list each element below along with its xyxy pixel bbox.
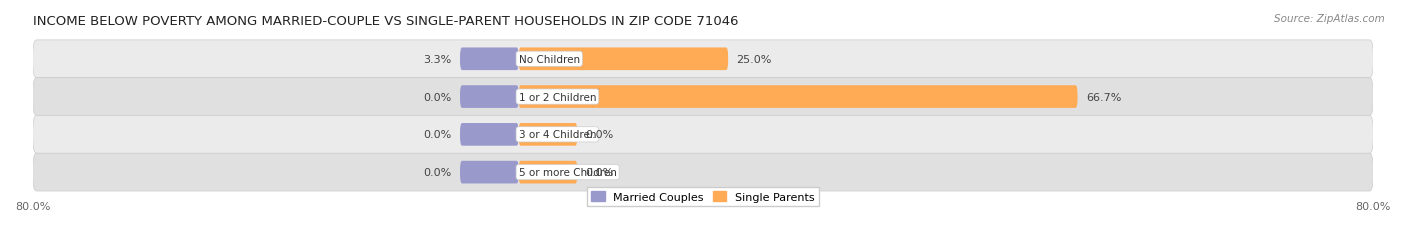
Text: 66.7%: 66.7%	[1085, 92, 1122, 102]
FancyBboxPatch shape	[460, 161, 519, 184]
Text: No Children: No Children	[519, 55, 579, 64]
Text: 0.0%: 0.0%	[423, 92, 451, 102]
Text: 0.0%: 0.0%	[423, 167, 451, 177]
Text: Source: ZipAtlas.com: Source: ZipAtlas.com	[1274, 14, 1385, 24]
FancyBboxPatch shape	[460, 86, 519, 108]
FancyBboxPatch shape	[460, 48, 519, 71]
FancyBboxPatch shape	[32, 116, 1374, 154]
Text: 0.0%: 0.0%	[586, 167, 614, 177]
Text: 3.3%: 3.3%	[423, 55, 451, 64]
Text: 25.0%: 25.0%	[737, 55, 772, 64]
FancyBboxPatch shape	[460, 124, 519, 146]
FancyBboxPatch shape	[519, 161, 578, 184]
Text: INCOME BELOW POVERTY AMONG MARRIED-COUPLE VS SINGLE-PARENT HOUSEHOLDS IN ZIP COD: INCOME BELOW POVERTY AMONG MARRIED-COUPL…	[32, 15, 738, 28]
FancyBboxPatch shape	[519, 124, 578, 146]
Text: 5 or more Children: 5 or more Children	[519, 167, 617, 177]
FancyBboxPatch shape	[32, 78, 1374, 116]
Text: 3 or 4 Children: 3 or 4 Children	[519, 130, 596, 140]
Text: 0.0%: 0.0%	[586, 130, 614, 140]
FancyBboxPatch shape	[519, 86, 1077, 108]
Legend: Married Couples, Single Parents: Married Couples, Single Parents	[586, 187, 820, 207]
FancyBboxPatch shape	[32, 154, 1374, 191]
Text: 1 or 2 Children: 1 or 2 Children	[519, 92, 596, 102]
FancyBboxPatch shape	[32, 41, 1374, 78]
FancyBboxPatch shape	[519, 48, 728, 71]
Text: 0.0%: 0.0%	[423, 130, 451, 140]
